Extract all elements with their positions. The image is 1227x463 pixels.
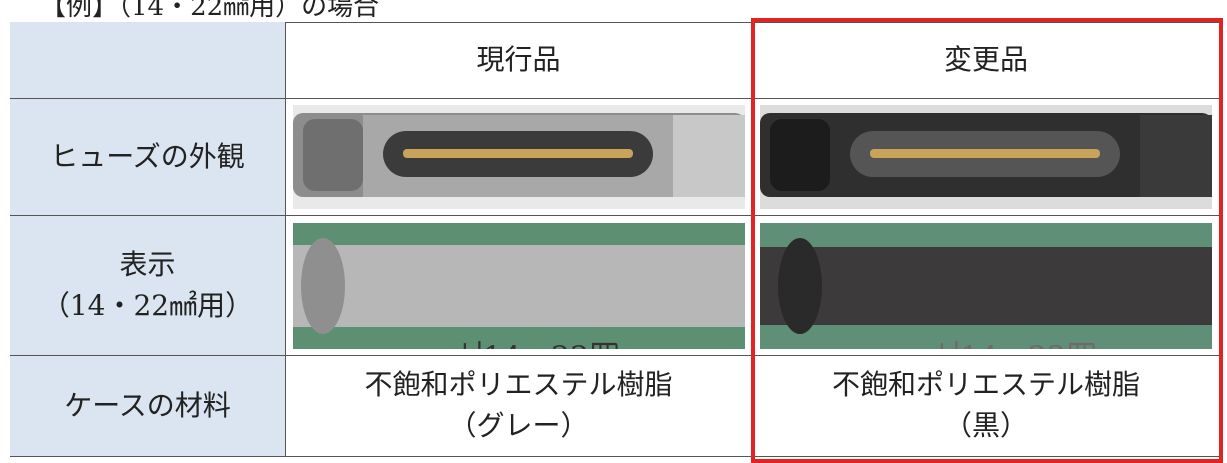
row-label: ケースの材料 — [64, 388, 231, 422]
cell-text: 不飽和ポリエステル樹脂 — [364, 368, 673, 402]
cell-text: （グレー） — [448, 409, 589, 442]
cell-text: 不飽和ポリエステル樹脂 — [831, 368, 1140, 402]
photo-cell — [286, 99, 752, 216]
column-title: 変更品 — [943, 42, 1028, 76]
row-label-cell: 表示 （14・22㎟用） — [10, 216, 286, 356]
row-label: ヒューズの外観 — [50, 139, 245, 173]
label-photo: 上14・22用 — [760, 222, 1212, 349]
header-cell: 現行品 — [286, 22, 752, 99]
photo-text: 上14・22用 — [453, 339, 620, 349]
fuse-photo — [292, 105, 745, 209]
row-label-cell: ヒューズの外観 — [10, 99, 286, 216]
fuse-photo — [760, 105, 1212, 209]
text-cell: 不飽和ポリエステル樹脂 （グレー） — [286, 356, 752, 457]
label-photo: 上14・22用 — [292, 222, 745, 349]
corner-cell — [10, 22, 286, 99]
caption: 【例】（14・22㎟用）の場合 — [40, 0, 380, 22]
row-label: 表示 — [119, 247, 176, 281]
text-cell: 不飽和ポリエステル樹脂 （黒） — [752, 356, 1221, 457]
column-title: 現行品 — [476, 42, 561, 76]
cell-text: （黒） — [943, 409, 1028, 442]
photo-cell: 上14・22用 — [752, 216, 1221, 356]
photo-cell — [752, 99, 1221, 216]
header-cell: 変更品 — [752, 22, 1221, 99]
row-label-cell: ケースの材料 — [10, 356, 286, 457]
photo-cell: 上14・22用 — [286, 216, 752, 356]
row-label: （14・22㎟用） — [41, 288, 254, 322]
photo-text: 上14・22用 — [930, 339, 1097, 349]
